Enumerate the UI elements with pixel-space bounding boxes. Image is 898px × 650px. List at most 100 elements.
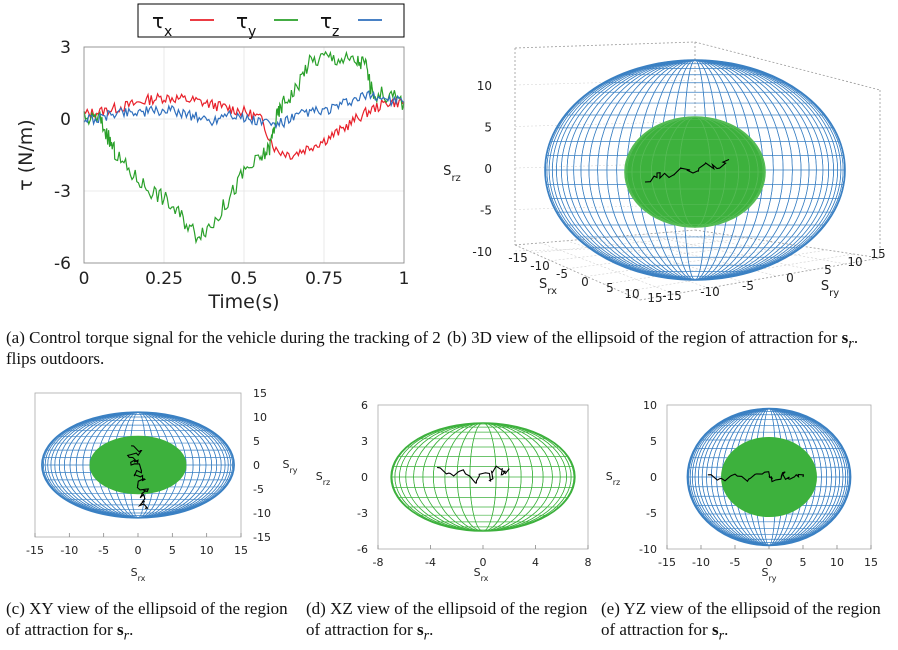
chart-c-y-tick: 0: [253, 459, 260, 472]
chart-d-y-tick: -3: [357, 507, 368, 520]
chart-d-y-tick: 3: [361, 435, 368, 448]
caption-d-text: (d) XZ view of the ellipsoid of the regi…: [306, 599, 588, 639]
chart-a-x-label: Time(s): [207, 291, 279, 313]
chart-e-x-tick: -5: [730, 556, 741, 569]
chart-e-x-tick: -15: [658, 556, 676, 569]
chart-c-x-tick: 10: [200, 544, 214, 557]
chart-a-x-tick: 1: [399, 269, 410, 289]
chart-b-inner-mesh: [624, 116, 766, 228]
chart-c-x-tick: -15: [26, 544, 44, 557]
chart-b-floor-grid: [643, 233, 812, 271]
chart-b-z-tick: 10: [477, 79, 492, 93]
chart-a: 0 0.25 0.5 0.75 1 3 0 -3 -6 Time(s) τ (N/m) τx τy τz: [15, 3, 410, 313]
chart-a-x-tick: 0: [79, 269, 90, 289]
chart-d-y-tick: -6: [357, 543, 368, 556]
caption-d-sub: r: [423, 627, 430, 644]
chart-b-y-tick: -10: [700, 285, 720, 299]
chart-b-y-tick: 5: [824, 263, 832, 277]
chart-e-x-tick: 10: [830, 556, 844, 569]
chart-a-y-tick: 3: [60, 38, 71, 58]
caption-c: (c) XY view of the ellipsoid of the regi…: [6, 598, 306, 646]
chart-a-y-tick: -3: [54, 182, 71, 202]
caption-a-text: (a) Control torque signal for the vehicl…: [6, 328, 441, 368]
chart-b-floor-grid: [586, 245, 801, 277]
caption-d: (d) XZ view of the ellipsoid of the regi…: [306, 598, 602, 646]
chart-c-y-tick: -5: [253, 483, 264, 496]
chart-b-z-tick: 0: [484, 162, 492, 176]
caption-e: (e) YZ view of the ellipsoid of the regi…: [601, 598, 893, 646]
caption-c-bold: s: [116, 620, 124, 639]
chart-b-y-tick: 10: [847, 255, 862, 269]
chart-b-x-label: Srx: [539, 277, 557, 297]
chart-c-x-tick: -5: [98, 544, 109, 557]
chart-d-x-tick: 8: [585, 556, 592, 569]
chart-b-y-tick: -5: [742, 279, 754, 293]
chart-c: -15 -10 -5 0 5 10 15 15 10 5 0 -5 -10 -15: [26, 387, 271, 557]
chart-e-y-label: Srz: [606, 470, 620, 487]
chart-b-x-tick: 15: [647, 291, 662, 305]
chart-b-z-tick: -10: [472, 245, 492, 259]
caption-e-sub: r: [718, 627, 725, 644]
chart-c-y-tick: 10: [253, 411, 267, 424]
chart-b-x-tick: 0: [581, 275, 589, 289]
chart-d-y-label: Srz: [316, 470, 330, 487]
chart-a-frame: [83, 46, 405, 264]
chart-b-z-tick: 5: [484, 121, 492, 135]
chart-b-box-edge: [639, 257, 881, 301]
chart-e-y-tick: 5: [650, 435, 657, 448]
chart-b-x-tick: -15: [508, 251, 528, 265]
chart-e-y-tick: 10: [643, 399, 657, 412]
chart-a-x-tick: 0.25: [145, 269, 183, 289]
chart-c-y-tick: 5: [253, 435, 260, 448]
chart-e-x-tick: 15: [864, 556, 878, 569]
chart-c-x-label: Srx: [131, 566, 146, 583]
chart-b-y-label: Sry: [821, 279, 839, 299]
caption-e-end: .: [724, 620, 729, 639]
chart-b-y-tick: -15: [662, 289, 682, 303]
chart-b-y-tick: 0: [786, 271, 794, 285]
chart-b-floor-grid: [568, 241, 775, 269]
chart-c-inner-ellipsoid: [89, 435, 187, 495]
series-tau-x-line: [83, 92, 405, 160]
chart-b-trajectory: [644, 158, 730, 183]
chart-d-trajectory: [437, 465, 510, 484]
chart-a-x-tick: 0.75: [305, 269, 343, 289]
chart-e-x-tick: -10: [692, 556, 710, 569]
chart-c-x-tick: 15: [234, 544, 248, 557]
chart-b-x-tick: -5: [556, 267, 568, 281]
chart-c-trajectory: [126, 445, 150, 509]
chart-c-x-tick: 5: [169, 544, 176, 557]
chart-a-y-label: τ (N/m): [15, 119, 37, 190]
caption-e-bold: s: [711, 620, 719, 639]
chart-b-floor-grid: [604, 249, 828, 285]
caption-b-end: .: [853, 328, 859, 347]
chart-b-z-tick: -5: [480, 204, 492, 218]
chart-e-x-tick: 0: [766, 556, 773, 569]
chart-d-y-tick: 0: [361, 471, 368, 484]
chart-c-y-tick: 15: [253, 387, 267, 400]
caption-b-text: (b) 3D view of the ellipsoid of the regi…: [447, 328, 842, 347]
chart-b-box-edge: [694, 229, 881, 259]
caption-b-sub: r: [848, 335, 854, 352]
chart-e-x-tick: 5: [800, 556, 807, 569]
caption-d-end: .: [429, 620, 434, 639]
caption-c-sub: r: [123, 627, 130, 644]
chart-d-x-tick: 4: [532, 556, 539, 569]
series-tau-z-line: [83, 90, 405, 130]
chart-c-x-tick: -10: [60, 544, 78, 557]
caption-e-text: (e) YZ view of the ellipsoid of the regi…: [601, 599, 881, 639]
chart-a-legend: τx τy τz: [137, 3, 405, 40]
chart-b-box-edge: [514, 41, 696, 49]
chart-b-floor-grid: [550, 237, 748, 262]
chart-d-x-tick: -8: [373, 556, 384, 569]
caption-c-text: (c) XY view of the ellipsoid of the regi…: [6, 599, 288, 639]
chart-c-y-tick: -10: [253, 507, 271, 520]
chart-a-y-tick: 0: [60, 110, 71, 130]
chart-b-z-label: Srz: [443, 164, 461, 184]
chart-e-y-tick: -5: [646, 507, 657, 520]
chart-e-trajectory: [707, 471, 805, 483]
chart-e-y-tick: -10: [639, 543, 657, 556]
